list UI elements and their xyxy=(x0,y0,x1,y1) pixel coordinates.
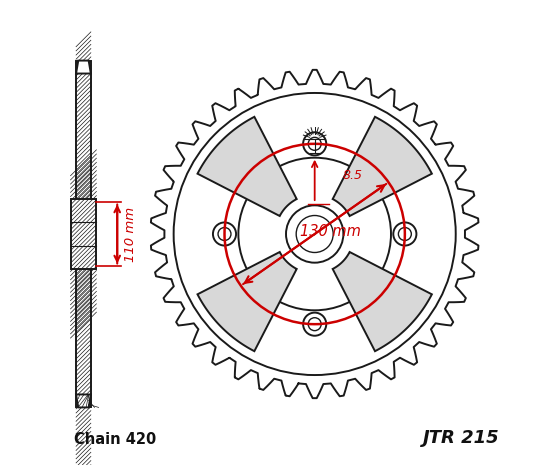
Bar xyxy=(71,199,96,269)
Text: 8.5: 8.5 xyxy=(342,169,362,182)
Text: 110 mm: 110 mm xyxy=(124,206,137,262)
Bar xyxy=(76,60,91,408)
Text: Chain 420: Chain 420 xyxy=(74,431,156,447)
Polygon shape xyxy=(333,252,432,351)
Polygon shape xyxy=(198,117,297,216)
Text: JTR 215: JTR 215 xyxy=(423,429,500,447)
Polygon shape xyxy=(198,252,297,351)
Polygon shape xyxy=(76,60,91,73)
Bar xyxy=(76,60,91,408)
Text: 130 mm: 130 mm xyxy=(300,224,361,239)
Polygon shape xyxy=(333,117,432,216)
Polygon shape xyxy=(76,395,91,408)
